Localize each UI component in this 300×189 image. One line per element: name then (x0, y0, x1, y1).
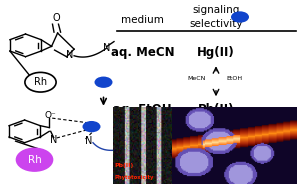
Text: Rh: Rh (28, 155, 41, 165)
Text: N: N (50, 135, 57, 145)
Text: EtOH: EtOH (226, 76, 243, 81)
Circle shape (94, 77, 112, 88)
Text: Phytotoxicity: Phytotoxicity (115, 175, 154, 180)
Text: MeCN: MeCN (187, 76, 206, 81)
Text: aq. EtOH: aq. EtOH (113, 103, 172, 116)
Circle shape (25, 72, 56, 92)
Text: signaling: signaling (192, 5, 240, 15)
Text: Hg(II): Hg(II) (197, 46, 235, 59)
Text: N: N (103, 43, 110, 53)
Circle shape (231, 11, 249, 23)
Text: Pb(II): Pb(II) (115, 163, 134, 168)
Text: N: N (66, 50, 73, 60)
Text: Rh: Rh (34, 77, 47, 87)
Text: Pb(II): Pb(II) (198, 103, 234, 116)
Text: aq. MeCN: aq. MeCN (111, 46, 174, 59)
Circle shape (16, 148, 52, 171)
Circle shape (82, 121, 100, 132)
Text: medium: medium (121, 15, 164, 25)
Text: O⁻: O⁻ (45, 111, 57, 120)
Text: selectivity: selectivity (189, 19, 243, 29)
Text: N: N (85, 136, 92, 146)
Text: O: O (52, 13, 60, 23)
